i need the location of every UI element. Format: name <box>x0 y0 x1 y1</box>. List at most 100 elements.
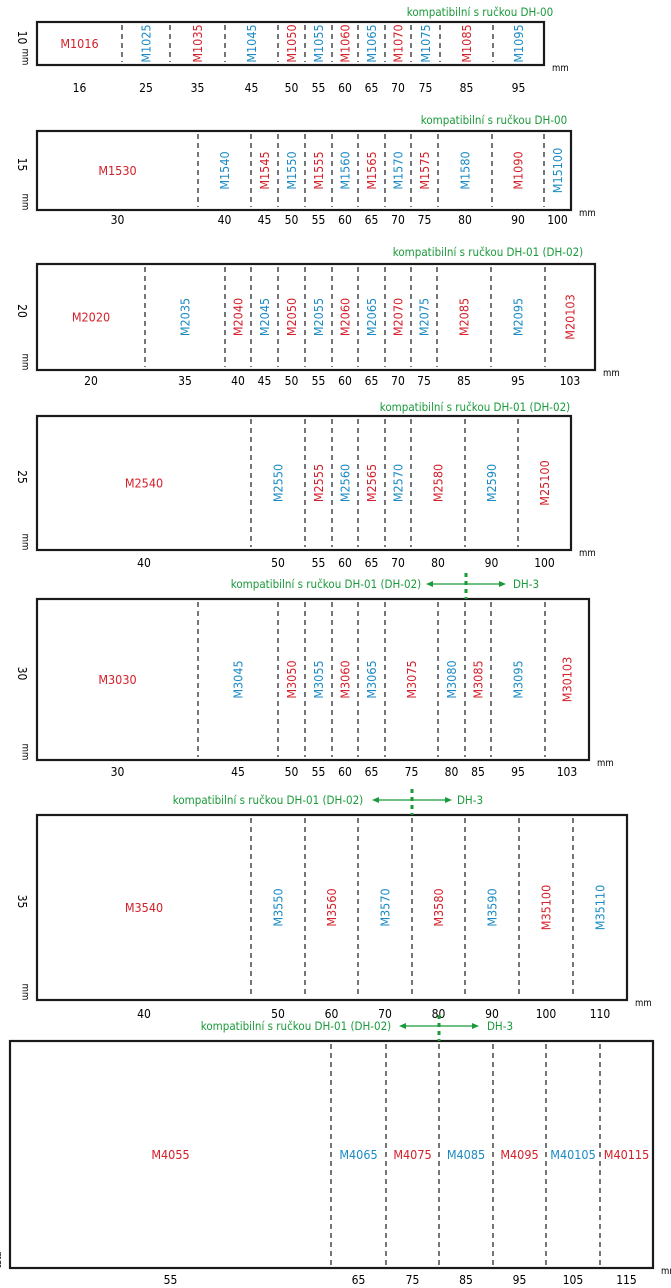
cell-code-m1016: M1016 <box>60 36 98 51</box>
cell-code-m20103: M20103 <box>563 294 578 339</box>
cell-code-m25100: M25100 <box>537 460 552 505</box>
size-label: 10 <box>15 31 29 45</box>
arrow-left-icon <box>426 581 433 587</box>
tick-label: 55 <box>312 556 326 570</box>
cell-code-m1550: M1550 <box>284 151 299 189</box>
cell-code-m1540: M1540 <box>217 151 232 189</box>
tick-label: 80 <box>458 213 472 227</box>
panel-frame <box>8 1039 655 1270</box>
tick-label: 90 <box>485 1007 499 1021</box>
cell-code-m3055: M3055 <box>311 660 326 698</box>
cell-code-m1575: M1575 <box>417 151 432 189</box>
tick-label: 85 <box>457 374 471 388</box>
tick-label: 16 <box>73 81 87 95</box>
tick-label: 55 <box>312 374 326 388</box>
cell-code-m3030: M3030 <box>98 672 136 687</box>
cell-code-m35100: M35100 <box>539 885 554 930</box>
cell-code-m4065: M4065 <box>339 1147 377 1162</box>
cell-code-m15100: M15100 <box>550 148 565 193</box>
compat-note: kompatibilní s ručkou DH-00 <box>421 113 567 127</box>
size-label: 25 <box>15 470 29 484</box>
tick-label: 80 <box>431 556 445 570</box>
compat-note: kompatibilní s ručkou DH-01 (DH-02) <box>173 793 363 807</box>
tick-label: 50 <box>285 81 299 95</box>
unit-label-right: mm <box>635 998 652 1009</box>
cell-code-m3570: M3570 <box>378 888 393 926</box>
cell-code-m2565: M2565 <box>364 464 379 502</box>
cell-code-m1565: M1565 <box>364 151 379 189</box>
arrow-left-icon <box>372 797 379 803</box>
cell-code-m2590: M2590 <box>484 464 499 502</box>
cell-code-m2020: M2020 <box>72 310 110 325</box>
tick-label: 55 <box>312 765 326 779</box>
tick-label: 40 <box>231 374 245 388</box>
cell-code-m2570: M2570 <box>391 464 406 502</box>
cell-code-m3065: M3065 <box>364 660 379 698</box>
tick-label: 60 <box>338 765 352 779</box>
compat-note: kompatibilní s ručkou DH-00 <box>407 5 553 19</box>
cell-code-m2555: M2555 <box>311 464 326 502</box>
tick-label: 60 <box>325 1007 339 1021</box>
dh3-label: DH-3 <box>487 1019 513 1033</box>
cell-code-m1545: M1545 <box>257 151 272 189</box>
unit-label-left: mm <box>20 194 31 211</box>
cell-code-m3095: M3095 <box>511 660 526 698</box>
tick-label: 103 <box>557 765 578 779</box>
tick-label: 70 <box>391 374 405 388</box>
tick-label: 70 <box>391 81 405 95</box>
cell-code-m2055: M2055 <box>311 298 326 336</box>
cell-code-m1555: M1555 <box>311 151 326 189</box>
cell-code-m1060: M1060 <box>338 24 353 62</box>
cell-code-m1055: M1055 <box>311 24 326 62</box>
cell-code-m40105: M40105 <box>550 1147 595 1162</box>
panel-frame <box>35 129 573 212</box>
cell-code-m30103: M30103 <box>560 657 575 702</box>
tick-label: 95 <box>511 374 525 388</box>
tick-label: 100 <box>534 556 555 570</box>
compat-note: kompatibilní s ručkou DH-01 (DH-02) <box>380 400 570 414</box>
cell-code-m2060: M2060 <box>338 298 353 336</box>
cell-code-m2560: M2560 <box>338 464 353 502</box>
cell-code-m3085: M3085 <box>471 660 486 698</box>
cell-code-m2550: M2550 <box>271 464 286 502</box>
tick-label: 30 <box>111 213 125 227</box>
panel-20: M2020 M2035 M2040 M2045 M2050 M2055 M2060 M2065… <box>15 245 620 388</box>
tick-label: 65 <box>365 81 379 95</box>
tick-label: 65 <box>352 1273 366 1287</box>
tick-label: 55 <box>312 81 326 95</box>
cell-code-m2580: M2580 <box>431 464 446 502</box>
tick-label: 55 <box>164 1273 178 1287</box>
unit-label-left: mm <box>20 534 31 551</box>
size-label: 15 <box>15 158 29 172</box>
tick-label: 103 <box>560 374 581 388</box>
tick-label: 65 <box>365 765 379 779</box>
cell-code-m2045: M2045 <box>257 298 272 336</box>
tick-label: 115 <box>616 1273 637 1287</box>
tick-label: 45 <box>245 81 259 95</box>
tick-label: 25 <box>139 81 153 95</box>
cell-code-m1560: M1560 <box>338 151 353 189</box>
dh3-label: DH-3 <box>513 577 539 591</box>
cell-code-m2095: M2095 <box>511 298 526 336</box>
tick-label: 100 <box>536 1007 557 1021</box>
cell-code-m3060: M3060 <box>338 660 353 698</box>
tick-label: 65 <box>365 374 379 388</box>
tick-label: 90 <box>485 556 499 570</box>
unit-label-right: mm <box>552 63 569 74</box>
cell-code-m35110: M35110 <box>593 885 608 930</box>
tick-label: 75 <box>406 1273 420 1287</box>
tick-label: 65 <box>365 213 379 227</box>
cell-code-m3560: M3560 <box>324 888 339 926</box>
cell-code-m1025: M1025 <box>139 24 154 62</box>
tick-label: 70 <box>378 1007 392 1021</box>
cell-code-m3075: M3075 <box>404 660 419 698</box>
tick-label: 50 <box>271 1007 285 1021</box>
cell-code-m2075: M2075 <box>417 298 432 336</box>
tick-label: 95 <box>511 765 525 779</box>
unit-label-right: mm <box>579 208 596 219</box>
cell-code-m3590: M3590 <box>485 888 500 926</box>
panel-frame <box>35 813 629 1002</box>
tick-label: 45 <box>231 765 245 779</box>
unit-label-left: mm <box>20 49 31 66</box>
unit-label-right: mm <box>597 758 614 769</box>
